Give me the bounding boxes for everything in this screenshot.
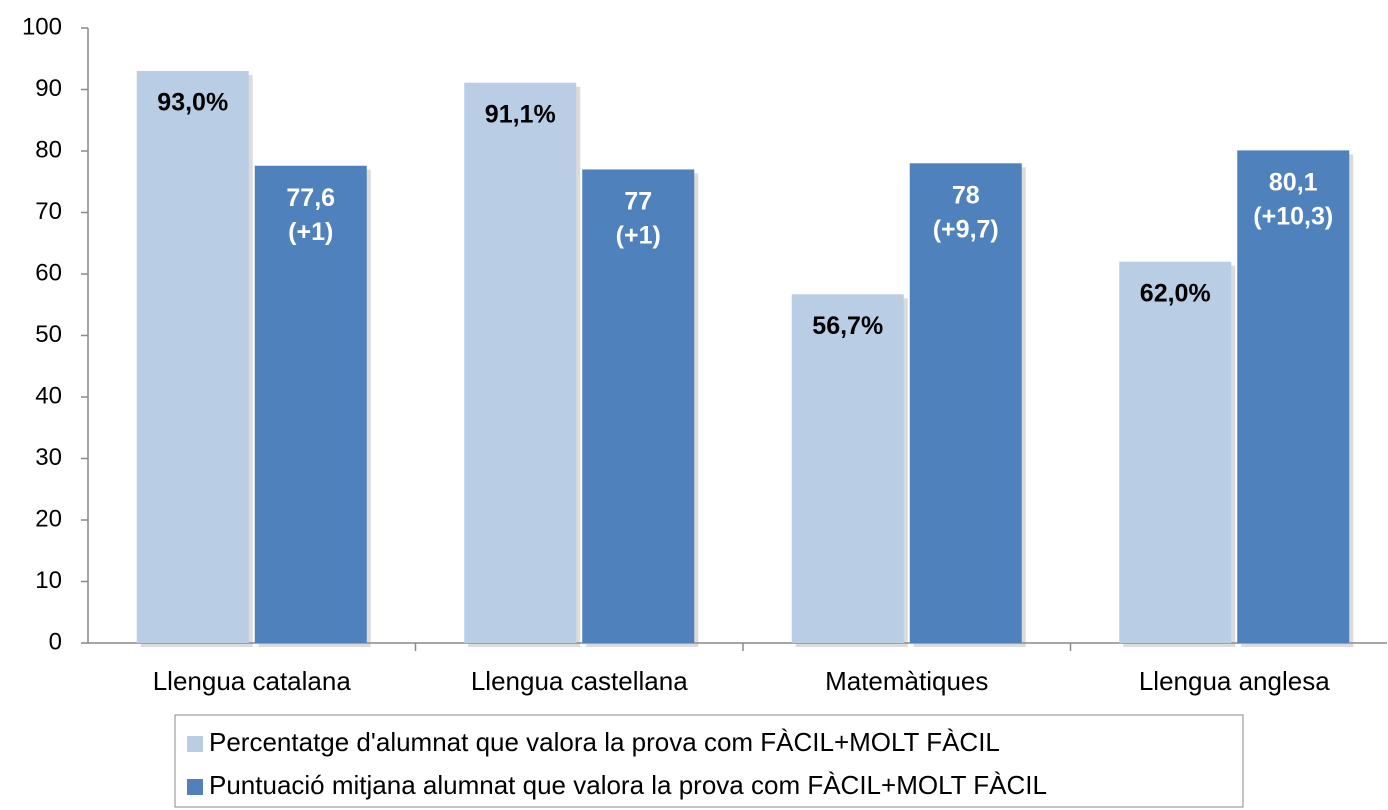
bar [791,294,904,643]
x-tick-label: Matemàtiques [825,666,988,696]
y-tick-label: 40 [35,382,62,409]
data-label: 93,0% [157,89,228,117]
y-tick-label: 10 [35,567,62,594]
data-label: 78 (+9,7) [933,181,999,243]
x-tick-label: Llengua catalana [153,666,352,696]
y-tick-label: 80 [35,136,62,163]
legend-box [174,714,1244,808]
y-tick-label: 50 [35,321,62,348]
legend-label: Puntuació mitjana alumnat que valora la … [209,770,1047,800]
data-label: 62,0% [1140,279,1211,307]
bar [136,71,249,644]
y-tick-label: 70 [35,198,62,225]
data-label: 80,1 (+10,3) [1253,168,1333,230]
bar [1119,261,1232,643]
data-label: 77,6 (+1) [286,183,335,245]
bar [1237,150,1350,643]
bar [582,169,695,643]
legend-swatch [187,736,203,752]
y-tick-label: 30 [35,444,62,471]
x-tick-label: Llengua anglesa [1139,666,1330,696]
y-tick-label: 0 [49,628,62,655]
y-tick-label: 20 [35,505,62,532]
x-tick-label: Llengua castellana [471,666,688,696]
y-tick-label: 60 [35,259,62,286]
data-label: 56,7% [812,312,883,340]
legend-label: Percentatge d'alumnat que valora la prov… [209,727,1000,757]
legend-swatch [187,779,203,795]
bar [464,82,577,644]
data-label: 77 (+1) [616,187,661,249]
y-tick-label: 90 [35,75,62,102]
y-tick-label: 100 [22,13,62,40]
data-label: 91,1% [485,100,556,128]
bar [254,165,367,643]
bar [909,163,1022,644]
